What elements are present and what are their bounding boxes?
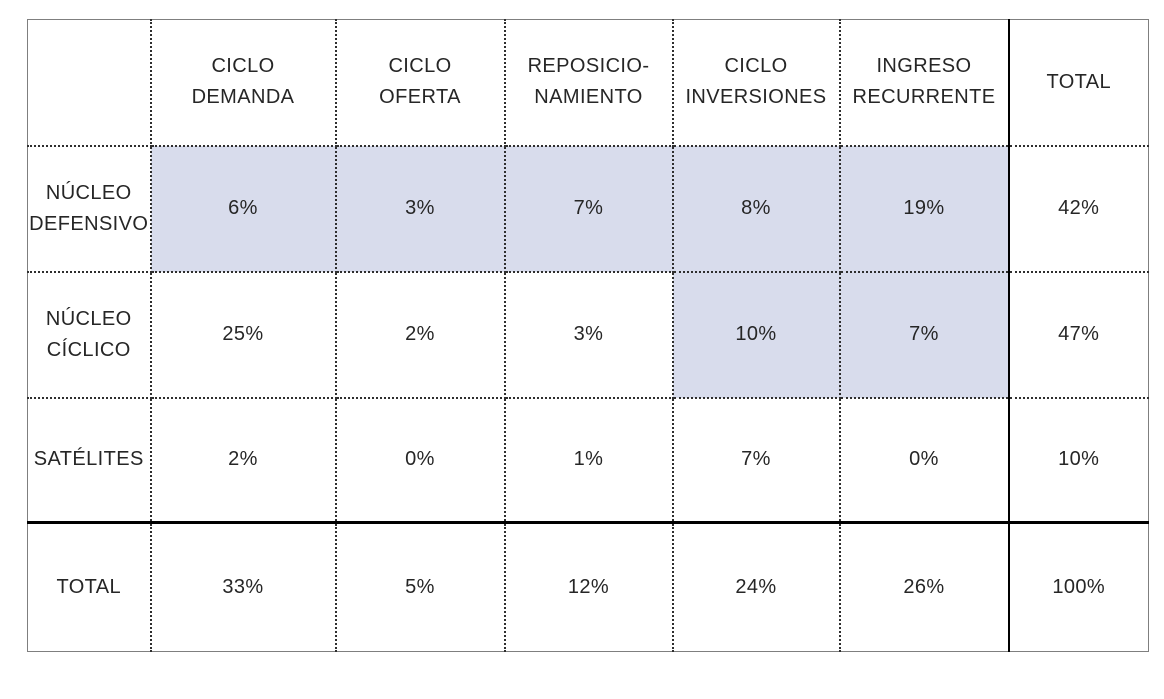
column-total-cell: 33%	[149, 521, 337, 652]
value-cell: 25%	[149, 270, 337, 399]
allocation-matrix-table: CICLO DEMANDA CICLO OFERTA REPOSICIO- NA…	[27, 19, 1149, 652]
row-label-nucleo-ciclico: NÚCLEO CÍCLICO	[27, 270, 152, 399]
value-cell: 3%	[334, 145, 506, 273]
row-total-cell: 42%	[1007, 145, 1149, 273]
value-cell: 7%	[671, 396, 841, 524]
value-cell: 2%	[149, 396, 337, 524]
value-cell: 0%	[838, 396, 1010, 524]
row-label-total: TOTAL	[27, 521, 152, 652]
value-cell: 2%	[334, 270, 506, 399]
row-label-satelites: SATÉLITES	[27, 396, 152, 524]
column-total-cell: 24%	[671, 521, 841, 652]
value-cell: 19%	[838, 145, 1010, 273]
header-row: CICLO DEMANDA CICLO OFERTA REPOSICIO- NA…	[27, 19, 1149, 147]
value-cell: 8%	[671, 145, 841, 273]
value-cell: 7%	[503, 145, 674, 273]
col-header-ingreso-recurrente: INGRESO RECURRENTE	[838, 19, 1010, 147]
value-cell: 3%	[503, 270, 674, 399]
value-cell: 7%	[838, 270, 1010, 399]
col-header-ciclo-oferta: CICLO OFERTA	[334, 19, 506, 147]
table-row-nucleo-defensivo: NÚCLEO DEFENSIVO 6% 3% 7% 8% 19% 42%	[27, 145, 1149, 273]
table-row-total: TOTAL 33% 5% 12% 24% 26% 100%	[27, 521, 1149, 652]
col-header-ciclo-demanda: CICLO DEMANDA	[149, 19, 337, 147]
col-header-ciclo-inversiones: CICLO INVERSIONES	[671, 19, 841, 147]
table-row-satelites: SATÉLITES 2% 0% 1% 7% 0% 10%	[27, 396, 1149, 524]
column-total-cell: 5%	[334, 521, 506, 652]
value-cell: 1%	[503, 396, 674, 524]
value-cell: 0%	[334, 396, 506, 524]
grand-total-cell: 100%	[1007, 521, 1149, 652]
col-header-total: TOTAL	[1007, 19, 1149, 147]
row-label-nucleo-defensivo: NÚCLEO DEFENSIVO	[27, 145, 152, 273]
col-header-reposicionamiento: REPOSICIO- NAMIENTO	[503, 19, 674, 147]
table-row-nucleo-ciclico: NÚCLEO CÍCLICO 25% 2% 3% 10% 7% 47%	[27, 270, 1149, 399]
value-cell: 10%	[671, 270, 841, 399]
value-cell: 6%	[149, 145, 337, 273]
column-total-cell: 12%	[503, 521, 674, 652]
column-total-cell: 26%	[838, 521, 1010, 652]
row-total-cell: 47%	[1007, 270, 1149, 399]
row-total-cell: 10%	[1007, 396, 1149, 524]
corner-cell	[27, 19, 152, 147]
